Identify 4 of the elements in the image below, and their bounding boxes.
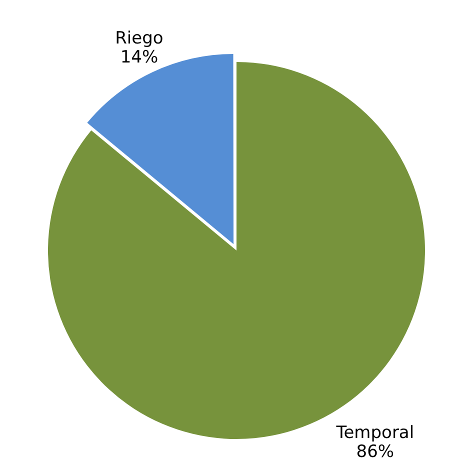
slice-label: Riego <box>115 28 164 49</box>
data-label: 86% <box>356 442 394 462</box>
slice-label: Temporal <box>335 423 414 443</box>
data-label: 14% <box>120 48 158 68</box>
